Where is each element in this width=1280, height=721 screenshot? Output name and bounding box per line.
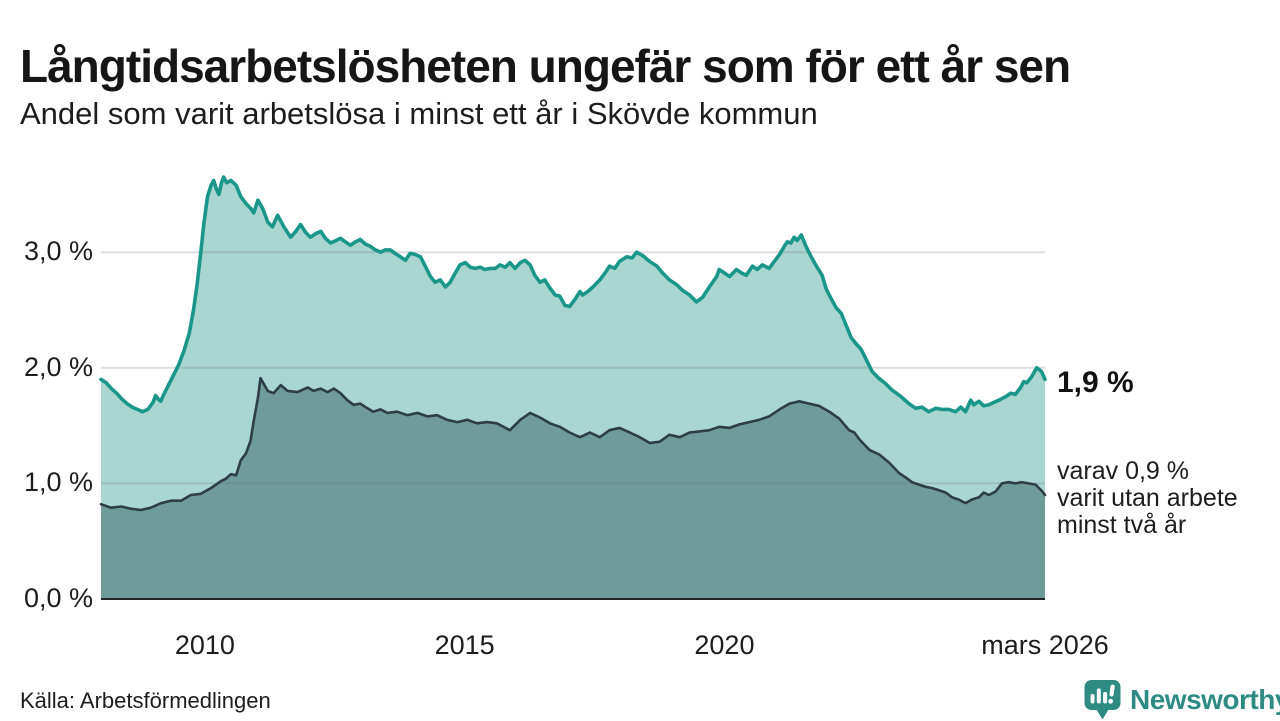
page-title: Långtidsarbetslösheten ungefär som för e…	[20, 39, 1071, 92]
latest-value-label: 1,9 %	[1057, 366, 1134, 399]
newsworthy-wordmark: Newsworthy	[1130, 684, 1280, 715]
page-subtitle: Andel som varit arbetslösa i minst ett å…	[20, 96, 818, 131]
two-year-annotation: varav 0,9 % varit utan arbete minst två …	[1057, 458, 1238, 539]
line-total	[99, 175, 1047, 414]
area-two-years	[101, 378, 1045, 599]
line-two-years	[99, 376, 1047, 512]
newsworthy-logo: Newsworthy	[1083, 679, 1280, 721]
newsworthy-pin-icon	[1084, 680, 1121, 720]
x-axis-tick-2010: 2010	[174, 630, 235, 660]
y-axis-tick-3: 3,0 %	[23, 236, 93, 267]
two-year-annotation-line3: minst två år	[1057, 511, 1187, 539]
x-axis-tick-mars-2026: mars 2026	[981, 630, 1109, 660]
two-year-annotation-line2: varit utan arbete	[1057, 484, 1238, 512]
source-attribution: Källa: Arbetsförmedlingen	[20, 688, 271, 713]
two-year-annotation-line1: varav 0,9 %	[1057, 457, 1190, 485]
x-axis-tick-2015: 2015	[434, 630, 495, 660]
y-axis-tick-2: 2,0 %	[23, 351, 93, 382]
y-axis-tick-0: 0,0 %	[23, 582, 93, 613]
x-axis-tick-2020: 2020	[694, 630, 755, 660]
y-axis-tick-1: 1,0 %	[23, 467, 93, 498]
